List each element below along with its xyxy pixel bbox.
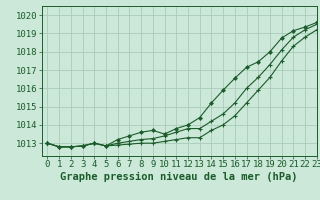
- X-axis label: Graphe pression niveau de la mer (hPa): Graphe pression niveau de la mer (hPa): [60, 172, 298, 182]
